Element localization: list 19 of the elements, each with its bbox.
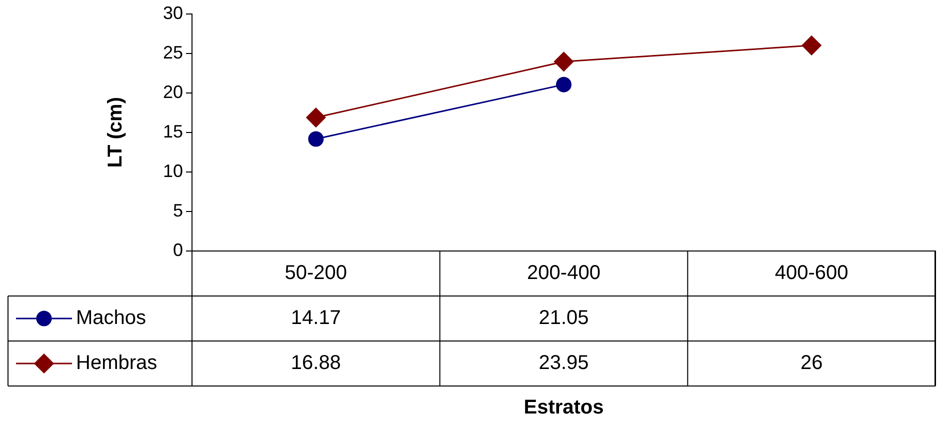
x-tick-label: 400-600	[774, 262, 848, 284]
legend-label: Hembras	[76, 352, 158, 374]
y-axis-title: LT (cm)	[104, 97, 127, 168]
data-label: 14.17	[290, 307, 341, 330]
y-tick-label: 5	[172, 200, 183, 220]
y-tick-label: 0	[172, 240, 183, 260]
data-label: 23.95	[538, 352, 589, 374]
y-tick-label: 10	[162, 160, 183, 181]
data-label: 21.05	[538, 307, 589, 330]
y-tick-label: 15	[162, 121, 183, 142]
y-tick-label: 25	[162, 42, 183, 62]
data-label: 16.88	[290, 352, 341, 374]
data-label: 26	[800, 352, 823, 374]
y-tick-label: 20	[162, 82, 183, 102]
x-tick-label: 200-400	[527, 262, 600, 284]
y-tick-label: 30	[162, 2, 183, 23]
text: Estratos	[524, 396, 604, 419]
x-tick-label: 50-200	[284, 262, 348, 284]
legend-label: Machos	[76, 307, 146, 330]
